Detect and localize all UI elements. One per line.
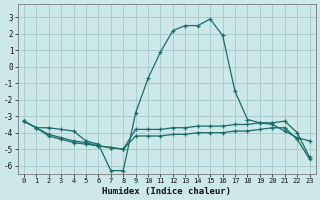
- X-axis label: Humidex (Indice chaleur): Humidex (Indice chaleur): [102, 187, 231, 196]
